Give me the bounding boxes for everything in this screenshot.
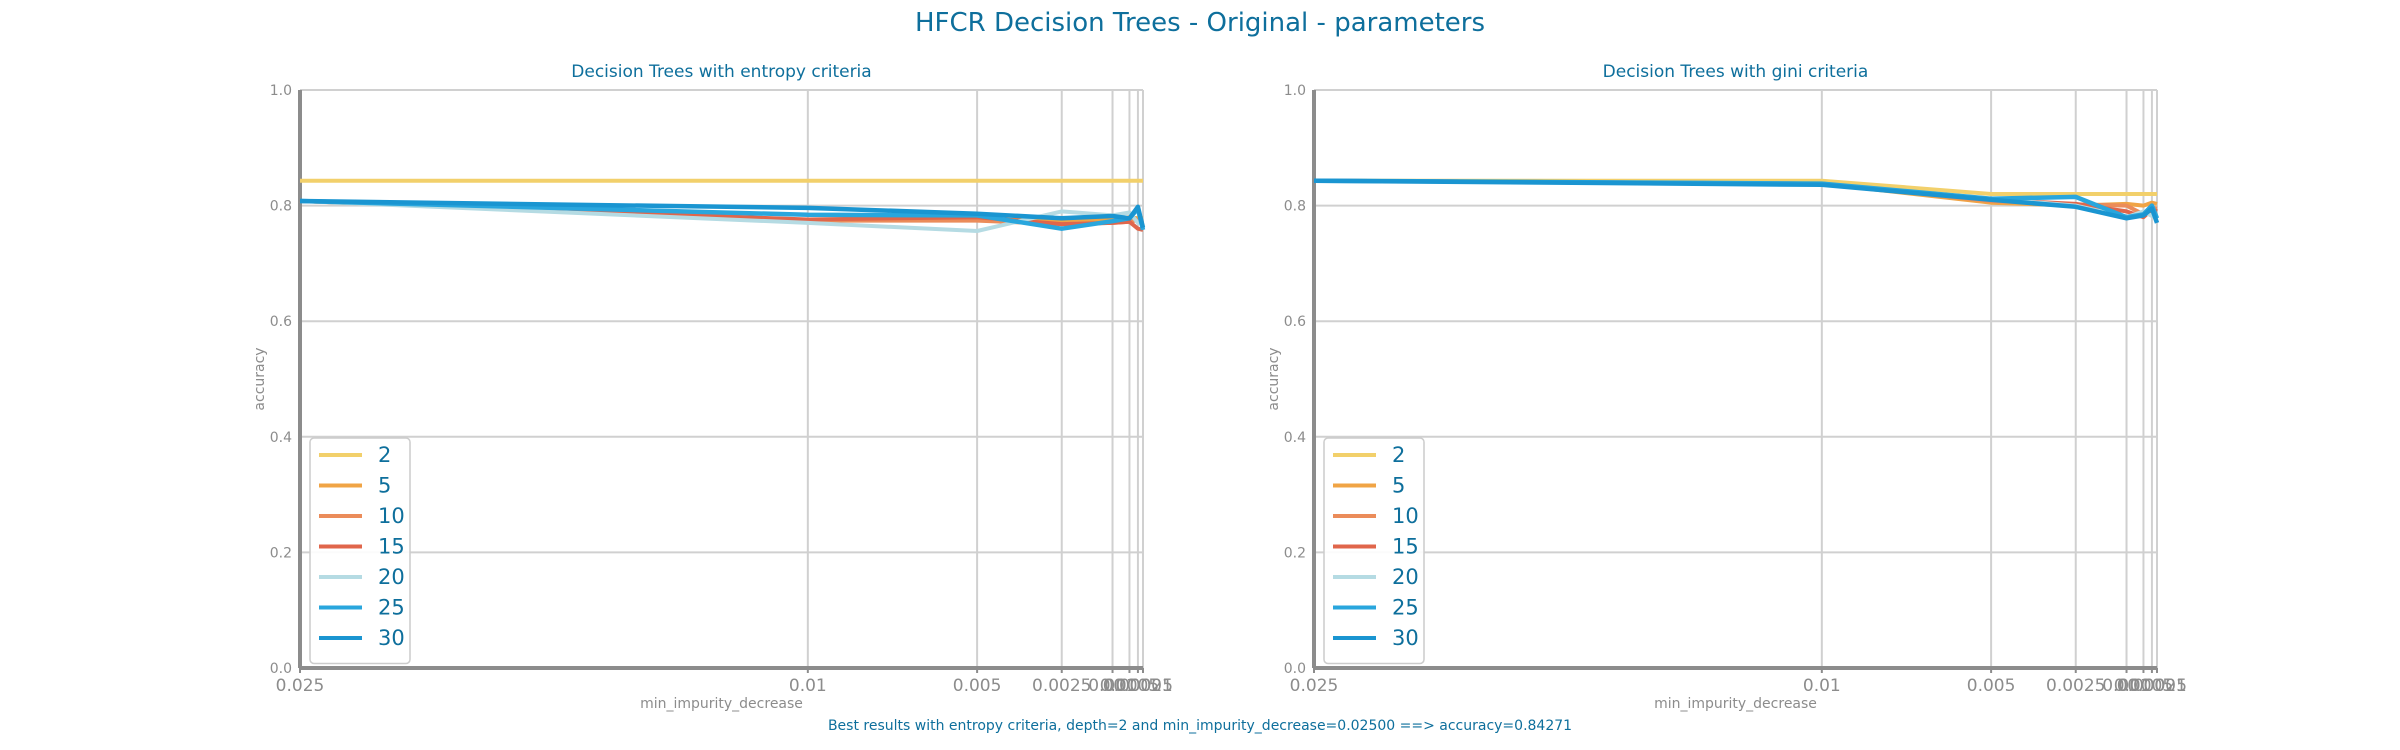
y-axis-label: accuracy — [252, 347, 268, 410]
x-tick-label: 0.0005 — [1100, 676, 1159, 696]
y-tick-label: 1.0 — [270, 83, 292, 99]
x-tick-label: 0.025 — [1290, 676, 1339, 696]
chart-panel-1: Decision Trees with entropy criteria0.00… — [252, 62, 1173, 712]
legend-label: 5 — [378, 474, 391, 498]
x-tick-label: 0.025 — [276, 676, 325, 696]
x-axis-label: min_impurity_decrease — [640, 696, 803, 712]
y-tick-label: 0.8 — [270, 199, 292, 215]
x-tick-label: 0.00025 — [2117, 676, 2187, 696]
y-tick-label: 0.0 — [1284, 661, 1306, 677]
y-axis-label: accuracy — [1266, 347, 1282, 410]
series-line-30 — [1313, 178, 2160, 224]
x-tick-label: 0.01 — [1803, 676, 1841, 696]
legend-label: 15 — [378, 535, 405, 559]
series-line-30 — [299, 198, 1146, 229]
legend-label: 30 — [378, 626, 405, 650]
x-tick-label: 0.0025 — [2046, 676, 2105, 696]
x-tick-label: 0.0001 — [2127, 676, 2186, 696]
x-tick-label: 0.005 — [1967, 676, 2016, 696]
x-tick-label: 0.0005 — [2114, 676, 2173, 696]
best-result-note: Best results with entropy criteria, dept… — [827, 718, 1573, 734]
legend-label: 30 — [1392, 626, 1419, 650]
y-tick-label: 0.4 — [1284, 430, 1306, 446]
page-title: HFCR Decision Trees - Original - paramet… — [914, 8, 1486, 38]
x-tick-label: 0.001 — [2102, 676, 2151, 696]
legend-label: 10 — [378, 504, 405, 528]
legend-label: 5 — [1392, 474, 1405, 498]
legend-label: 2 — [1392, 443, 1405, 467]
legend-label: 20 — [378, 565, 405, 589]
y-tick-label: 0.8 — [1284, 199, 1306, 215]
y-tick-label: 0.6 — [270, 314, 292, 330]
x-tick-label: 0.001 — [1088, 676, 1137, 696]
y-tick-label: 0.6 — [1284, 314, 1306, 330]
x-tick-label: 0.005 — [953, 676, 1002, 696]
y-tick-label: 0.2 — [1284, 545, 1306, 561]
x-tick-label: 0.00025 — [1103, 676, 1173, 696]
legend-label: 2 — [378, 443, 391, 467]
x-axis-label: min_impurity_decrease — [1654, 696, 1817, 712]
chart-title: Decision Trees with entropy criteria — [571, 62, 871, 82]
chart-panel-2: Decision Trees with gini criteria 0.0 0.2 0… — [1266, 62, 2187, 712]
series-line-20 — [299, 199, 1144, 233]
chart-title: Decision Trees with gini criteria — [1603, 62, 1869, 82]
legend-label: 25 — [378, 596, 405, 620]
y-tick-label: 0.0 — [270, 661, 292, 677]
legend-label: 25 — [1392, 596, 1419, 620]
legend-label: 20 — [1392, 565, 1419, 589]
x-tick-label: 0.0025 — [1032, 676, 1091, 696]
legend-label: 15 — [1392, 535, 1419, 559]
legend-label: 10 — [1392, 504, 1419, 528]
series-line-2 — [1314, 178, 2157, 196]
y-tick-label: 0.4 — [270, 430, 292, 446]
y-tick-label: 0.2 — [270, 545, 292, 561]
y-tick-label: 1.0 — [1284, 83, 1306, 99]
x-tick-label: 0.01 — [789, 676, 827, 696]
x-tick-label: 0.0001 — [1113, 676, 1172, 696]
